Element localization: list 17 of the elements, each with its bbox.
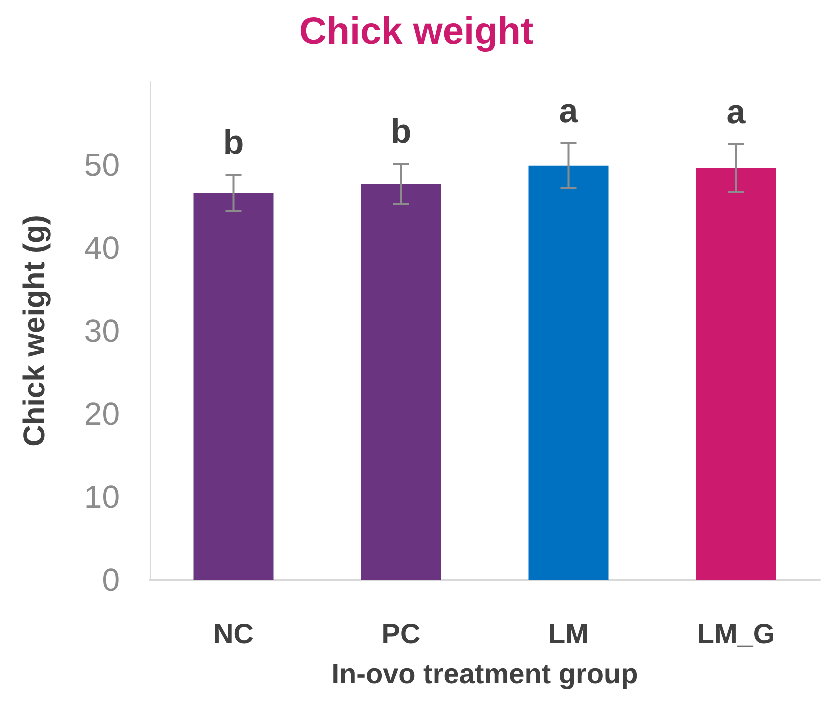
chart-title: Chick weight	[299, 11, 534, 53]
y-axis-title: Chick weight (g)	[18, 215, 52, 447]
y-tick-label: 40	[84, 230, 120, 266]
y-tick-label: 10	[84, 479, 120, 515]
annotation: b	[223, 124, 244, 162]
x-tick-label: LM	[548, 618, 589, 650]
x-axis-title: In-ovo treatment group	[332, 658, 638, 690]
x-tick-label: LM_G	[697, 618, 776, 650]
y-tick-label: 0	[102, 562, 120, 598]
annotation: a	[559, 92, 580, 130]
y-tick-label: 50	[84, 147, 120, 183]
x-tick-label: PC	[382, 618, 421, 650]
annotation: b	[390, 113, 412, 152]
y-tick-label: 20	[84, 396, 120, 432]
annotation: a	[726, 93, 747, 132]
y-tick-label: 30	[84, 313, 120, 349]
x-tick-label: NC	[214, 618, 254, 650]
